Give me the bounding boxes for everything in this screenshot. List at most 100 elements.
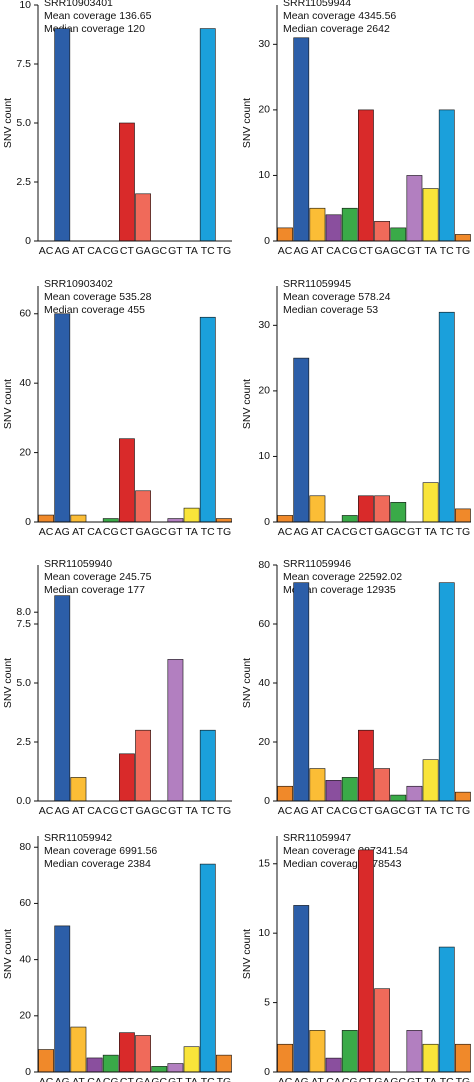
bar [422,188,439,242]
annotation: Mean coverage 22592.02 [283,571,402,583]
bar [341,207,358,242]
x-tick-label: GA [374,1076,389,1082]
x-tick-label: AG [55,805,70,817]
annotation: Mean coverage 6991.56 [44,845,157,857]
y-tick-label: 0.0 [16,795,31,807]
bar [422,482,439,523]
x-tick-label: AG [294,526,309,538]
y-tick-label: 40 [19,953,31,965]
y-axis-label: SNV count [2,98,14,148]
x-tick-label: AC [278,805,293,817]
bar [135,193,151,242]
x-tick-label: TA [185,245,198,257]
x-tick-label: CT [120,526,135,538]
y-axis-label: SNV count [241,98,253,148]
bar [119,753,135,802]
y-tick-label: 15 [258,858,270,870]
x-tick-label: AT [311,1076,324,1082]
panel-title: SRR11059945 [283,278,351,290]
bar [293,37,310,242]
y-tick-label: 60 [258,618,270,630]
x-tick-label: CT [359,1076,374,1082]
x-tick-label: CG [103,1076,119,1082]
x-tick-label: GC [390,245,406,257]
annotation: Mean coverage 4345.56 [283,10,396,22]
x-tick-label: TA [185,1076,198,1082]
x-tick-label: CT [120,805,135,817]
annotation: Median coverage 2642 [283,23,390,35]
y-tick-label: 2.5 [16,176,31,188]
x-tick-label: CT [120,1076,135,1082]
y-tick-label: 20 [258,104,270,116]
y-tick-label: 10 [19,0,31,11]
x-tick-label: GT [407,245,422,257]
x-tick-label: TA [185,526,198,538]
bar [199,316,216,523]
bar [390,502,407,523]
panel-title: SRR11059944 [283,0,351,9]
panel-title: SRR11059946 [283,558,351,570]
y-axis-label: SNV count [2,658,14,708]
bar [374,988,390,1073]
annotation: Median coverage 177 [44,584,145,596]
bar [358,849,374,1073]
x-tick-label: CG [103,245,119,257]
y-tick-label: 20 [19,1010,31,1022]
x-tick-label: CA [326,526,341,538]
bar [119,1032,135,1073]
x-tick-label: GT [407,526,422,538]
x-tick-label: AT [72,526,85,538]
bar [183,507,200,523]
y-tick-label: 80 [258,559,270,571]
bar [293,905,310,1073]
bar [167,1063,184,1073]
y-tick-label: 80 [19,841,31,853]
bar [390,227,407,242]
bar [438,582,455,802]
bar [293,357,310,523]
x-tick-label: CG [103,805,119,817]
bar [70,1026,87,1073]
x-tick-label: CA [87,526,102,538]
bar [167,659,184,802]
x-tick-label: AC [278,1076,293,1082]
y-tick-label: 30 [258,38,270,50]
x-tick-label: AT [72,245,85,257]
bar [309,768,326,802]
y-axis-label: SNV count [241,929,253,979]
y-tick-label: 5.0 [16,677,31,689]
x-tick-label: CA [87,1076,102,1082]
y-tick-label: 30 [258,319,270,331]
x-tick-label: AC [39,805,54,817]
bar [135,1035,151,1073]
bar [309,495,326,523]
annotation: Median coverage 2384 [44,858,151,870]
bar [406,785,423,802]
x-tick-label: TC [201,526,215,538]
x-tick-label: GA [135,245,150,257]
bar [54,595,71,802]
bar [119,438,135,523]
bar [422,1043,439,1073]
bar [54,313,71,523]
y-tick-label: 40 [258,677,270,689]
y-tick-label: 40 [19,377,31,389]
x-tick-label: TC [440,805,454,817]
x-tick-label: GA [374,245,389,257]
bar [406,175,423,242]
y-tick-label: 7.5 [16,618,31,630]
bar [183,1046,200,1073]
x-tick-label: CT [120,245,135,257]
bar [374,768,390,802]
x-tick-label: GA [374,805,389,817]
bar [102,518,119,523]
y-tick-label: 20 [258,736,270,748]
y-tick-label: 60 [19,897,31,909]
x-tick-label: GC [390,805,406,817]
